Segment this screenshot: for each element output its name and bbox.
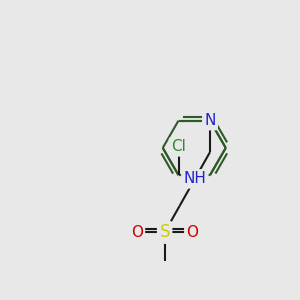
Text: O: O (186, 225, 198, 240)
Text: Cl: Cl (171, 139, 186, 154)
Text: S: S (159, 224, 170, 242)
Text: NH: NH (183, 171, 206, 186)
Text: O: O (131, 225, 143, 240)
Text: N: N (204, 113, 216, 128)
